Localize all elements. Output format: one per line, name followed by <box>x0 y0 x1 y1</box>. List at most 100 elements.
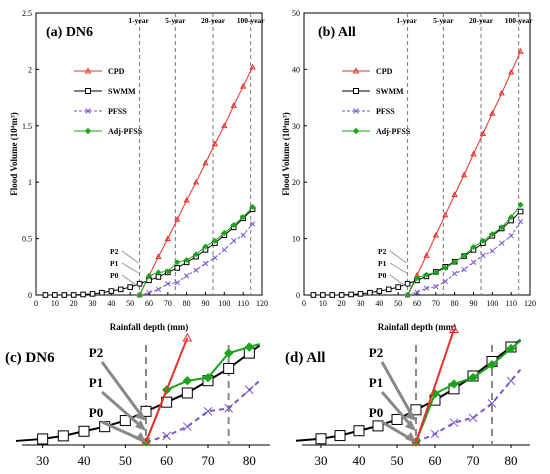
pa-xtick-label-5: 50 <box>126 299 134 308</box>
pd-point-2-1-b <box>430 429 440 439</box>
pa-point-arrow-2 <box>121 274 139 288</box>
pa-point-2-12-b <box>249 221 256 227</box>
pa-point-3-8 <box>211 237 218 244</box>
pa-point-2-11 <box>240 232 246 238</box>
pb-legend-label-1: SWMM <box>376 87 404 96</box>
pb-point-0-6 <box>460 171 468 178</box>
pb-xtick-label-11: 110 <box>505 299 517 308</box>
pb-series-line-0 <box>407 51 522 296</box>
pd-point-1-5 <box>410 404 422 416</box>
pa-point-label-2: P0 <box>110 271 119 280</box>
panel-b-label: (b) All <box>318 25 356 40</box>
pb-point-1-8 <box>385 286 392 293</box>
pc-point-1-2 <box>78 425 90 437</box>
pc-point-3-5 <box>244 342 255 352</box>
pa-point-3-4 <box>174 259 181 266</box>
pa-legend-label-3: Adj-PFSS <box>108 127 143 136</box>
pa-point-0-9 <box>221 122 228 129</box>
pa-xtick-label-6: 60 <box>145 299 153 308</box>
pb-return-label-0: 1-year <box>396 16 417 25</box>
pb-point-2-7-b <box>470 259 477 265</box>
pb-point-0-9 <box>489 110 496 116</box>
pb-xtick-label-4: 40 <box>375 299 383 308</box>
pb-point-1-10 <box>404 280 411 287</box>
pb-point-2-10-b <box>499 240 505 246</box>
pc-xtick-label-0: 30 <box>36 453 49 468</box>
pc-series-line-0 <box>145 337 189 443</box>
pd-xtick-label-5: 80 <box>505 453 518 468</box>
pa-point-2-7 <box>202 260 209 267</box>
pb-point-3-9 <box>489 231 496 238</box>
pa-point-3-12 <box>249 204 256 211</box>
pb-point-3-6 <box>461 252 468 259</box>
pc-point-2-5 <box>244 385 254 395</box>
pb-point-2-6-b <box>461 266 467 273</box>
pa-xtick-label-10: 100 <box>218 299 230 308</box>
pa-series-line-0 <box>139 66 254 296</box>
pb-point-3-8 <box>479 237 486 244</box>
pb-point-2-5-b <box>452 270 458 277</box>
pa-xtick-label-7: 70 <box>164 299 172 308</box>
panel-d: 30 40 50 60 70 80 P2 P1 P0 (d) All <box>285 324 530 468</box>
pb-xtick-label-7: 70 <box>432 299 440 308</box>
pa-xtick-label-0: 0 <box>34 299 38 308</box>
pa-point-2-4-b <box>174 279 180 286</box>
pa-point-1-8 <box>117 286 124 293</box>
panel-a: 1-year 5-year 20-year 100-year 0 10 20 30 40 50 6… <box>9 9 268 308</box>
pa-point-3-11 <box>240 214 247 221</box>
pb-point-3-11 <box>508 214 515 221</box>
pc-point-1-9 <box>223 362 235 374</box>
pb-point-3-0 <box>404 291 411 299</box>
pc-point-1-0 <box>37 433 49 445</box>
pb-point-arrow-0 <box>389 250 407 264</box>
pa-point-2-3-b <box>165 281 171 287</box>
pb-xtick-label-0: 0 <box>302 299 306 308</box>
pb-point-0-12 <box>517 48 524 54</box>
pb-point-2-7 <box>470 259 477 265</box>
pb-ytick-label-1: 10 <box>292 235 300 244</box>
pb-point-1-3 <box>338 292 345 298</box>
pc-xtick-label-4: 70 <box>202 453 215 468</box>
pb-ytick-label-2: 20 <box>292 178 300 187</box>
pd-point-2-5 <box>506 376 516 386</box>
pa-point-1-10 <box>136 280 143 287</box>
pb-point-0-3 <box>432 231 439 238</box>
pa-point-3-9 <box>221 229 228 236</box>
pb-point-2-3-b <box>433 283 439 290</box>
pa-point-0-10 <box>230 102 237 108</box>
pa-point-1-3 <box>70 292 77 298</box>
pb-point-2-6 <box>461 266 467 273</box>
pc-xtick-label-2: 50 <box>119 453 132 468</box>
pb-point-1-0 <box>310 292 317 298</box>
pa-legend-marker-0 <box>84 67 92 74</box>
pb-point-0-11 <box>508 68 515 75</box>
pb-ytick-label-4: 40 <box>292 65 300 74</box>
pc-point-arrow-0 <box>100 361 146 420</box>
pd-point-2-3 <box>468 413 478 423</box>
pa-ytick-label-0: 0 <box>28 291 32 300</box>
pd-point-2-2 <box>449 418 459 428</box>
pb-point-label-1: P1 <box>378 259 387 268</box>
pa-xtick-label-9: 90 <box>202 299 210 308</box>
pa-point-2-2 <box>155 286 162 293</box>
pa-point-3-1 <box>145 272 153 279</box>
pc-point-3-2 <box>182 376 193 386</box>
pa-series-line-3 <box>139 206 253 296</box>
panel-b: 1-year 5-year 20-year 100-year 0 10 20 30 40 50 6… <box>281 9 536 308</box>
pa-xtick-label-2: 20 <box>70 299 78 308</box>
pa-point-2-6 <box>193 267 199 273</box>
pc-point-arrow-1 <box>101 390 145 431</box>
pc-point-label-2: P0 <box>89 405 103 420</box>
pb-legend-label-0: CPD <box>376 67 393 76</box>
pb-point-0-8 <box>479 130 487 137</box>
pd-point-1-4 <box>391 413 403 425</box>
pa-point-3-2 <box>155 269 162 276</box>
pb-point-3-3 <box>432 269 439 276</box>
pc-point-2-5-b <box>244 385 254 395</box>
pc-point-2-4-b <box>224 403 234 413</box>
pc-point-1-7 <box>181 387 193 399</box>
pd-point-1-0 <box>315 433 327 445</box>
pb-point-0-5 <box>451 191 458 197</box>
pc-point-2-1 <box>162 431 172 441</box>
